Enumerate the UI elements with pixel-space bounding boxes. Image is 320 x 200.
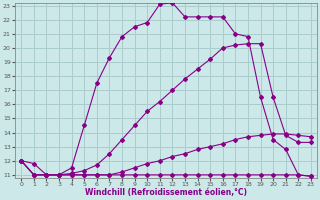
X-axis label: Windchill (Refroidissement éolien,°C): Windchill (Refroidissement éolien,°C): [85, 188, 247, 197]
